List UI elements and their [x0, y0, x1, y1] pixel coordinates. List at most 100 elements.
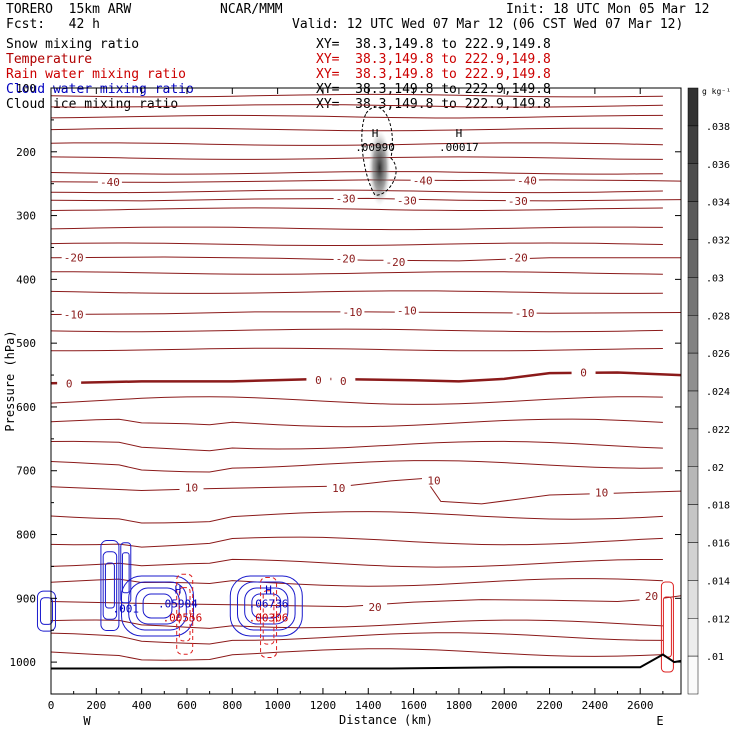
isotherm-label-bg — [512, 307, 537, 320]
valid-time: Valid: 12 UTC Wed 07 Mar 12 (06 CST Wed … — [292, 17, 684, 32]
rain-contour — [260, 576, 278, 658]
model-title: TORERO 15km ARW — [6, 2, 132, 17]
isotherm-label-bg — [333, 192, 358, 205]
colorbar-label: .026 — [706, 349, 730, 360]
isotherm-label: 10 — [427, 474, 440, 487]
colorbar-segment — [687, 542, 699, 581]
colorbar-label: .016 — [706, 539, 730, 550]
rain-contour — [176, 573, 194, 655]
isotherm-line — [50, 440, 663, 452]
rain-contour — [262, 590, 275, 645]
init-time: Init: 18 UTC Mon 05 Mar 12 — [506, 2, 710, 17]
max-value: .00556 — [163, 612, 203, 625]
colorbar-segment — [687, 201, 699, 240]
isotherm-label: -30 — [336, 192, 356, 205]
colorbar-label: .022 — [706, 425, 730, 436]
isotherm-line — [50, 477, 682, 505]
colorbar-label: .01 — [706, 652, 724, 663]
y-tick-label: 900 — [16, 592, 36, 605]
cloud-water-contour — [142, 593, 173, 619]
isotherm-line — [50, 142, 663, 146]
isotherm-label: -20 — [386, 256, 406, 269]
plot-frame — [50, 87, 682, 695]
east-label: E — [656, 714, 663, 728]
x-tick-label: 800 — [222, 699, 242, 712]
isotherm-line — [50, 328, 663, 333]
isotherm-line — [50, 226, 663, 231]
isotherm-label-bg — [333, 252, 358, 265]
isotherm-line — [50, 418, 663, 428]
cloud-water-contour — [102, 551, 118, 620]
cloud-water-contour — [244, 587, 289, 625]
cloud-water-contour — [104, 562, 115, 609]
isotherm-line — [50, 271, 663, 275]
cloud-water-contour — [120, 542, 132, 604]
max-value: .06736 — [249, 598, 289, 611]
field-section-coords: XY= 38.3,149.8 to 222.9,149.8 — [316, 67, 551, 82]
isotherm-label-bg — [363, 601, 388, 614]
isotherm-label: -30 — [508, 195, 528, 208]
colorbar-segment — [687, 277, 699, 316]
isotherm-line — [50, 511, 663, 524]
x-tick-label: 0 — [48, 699, 55, 712]
isotherm-line — [50, 536, 663, 548]
colorbar-label: .014 — [706, 576, 730, 587]
isotherm-line — [50, 256, 681, 262]
x-tick-label: 2600 — [627, 699, 654, 712]
field-name: Cloud water mixing ratio — [6, 82, 194, 97]
colorbar-segment — [687, 390, 699, 430]
isotherm-label: -10 — [64, 308, 84, 321]
colorbar-label: .024 — [706, 387, 730, 398]
colorbar-label: .038 — [706, 122, 730, 133]
isotherm-line — [51, 347, 663, 352]
isotherm-label: 20 — [368, 601, 381, 614]
isotherm-line — [50, 197, 682, 202]
isotherm-line — [50, 242, 663, 246]
colorbar-unit: g kg⁻¹ — [702, 87, 731, 96]
y-axis-label: Pressure (hPa) — [3, 330, 17, 431]
isotherm-label-bg — [61, 251, 86, 264]
max-value: .00990 — [355, 141, 395, 154]
y-tick-label: 500 — [16, 337, 36, 350]
x-tick-label: 1400 — [355, 699, 382, 712]
max-marker: H — [175, 584, 182, 597]
isotherm-label-bg — [421, 474, 446, 487]
isotherm-line — [50, 189, 663, 194]
cloud-water-contour — [100, 540, 120, 632]
cloud-water-contour — [36, 590, 56, 632]
field-name: Cloud ice mixing ratio — [6, 97, 179, 112]
isotherm-line — [50, 179, 682, 183]
isotherm-label: -20 — [508, 252, 528, 265]
colorbar-segment — [687, 87, 699, 127]
colorbar-segment — [687, 466, 699, 505]
colorbar-label: .032 — [706, 236, 730, 247]
colorbar-label: .02 — [706, 463, 724, 474]
y-tick-label: 800 — [16, 529, 36, 542]
y-tick-label: 700 — [16, 465, 36, 478]
isotherm-label: -40 — [100, 176, 120, 189]
max-marker: H — [372, 127, 379, 140]
isotherm-label: 10 — [185, 481, 198, 494]
center-name: NCAR/MMM — [220, 2, 283, 17]
x-tick-label: 2400 — [582, 699, 609, 712]
field-name: Rain water mixing ratio — [6, 67, 187, 82]
isotherm-line — [50, 127, 663, 132]
colorbar-segment — [687, 315, 699, 354]
y-tick-label: 1000 — [10, 656, 37, 669]
cloud-water-contour — [121, 575, 195, 637]
x-axis-label: Distance (km) — [339, 713, 433, 727]
field-name: Snow mixing ratio — [6, 37, 140, 52]
isotherm-label: -10 — [515, 307, 535, 320]
isotherm-label: 0 — [340, 375, 347, 388]
isotherm-label-bg — [505, 251, 530, 264]
rain-contour — [178, 587, 191, 642]
isotherm-label-bg — [306, 374, 331, 387]
colorbar-segment — [687, 580, 699, 619]
colorbar-segment — [687, 125, 699, 164]
isotherm-label-bg — [394, 304, 419, 317]
isotherm-line — [50, 156, 663, 160]
colorbar-segment — [687, 618, 699, 657]
colorbar-label: .028 — [706, 311, 730, 322]
isotherm-label-bg — [331, 374, 356, 387]
